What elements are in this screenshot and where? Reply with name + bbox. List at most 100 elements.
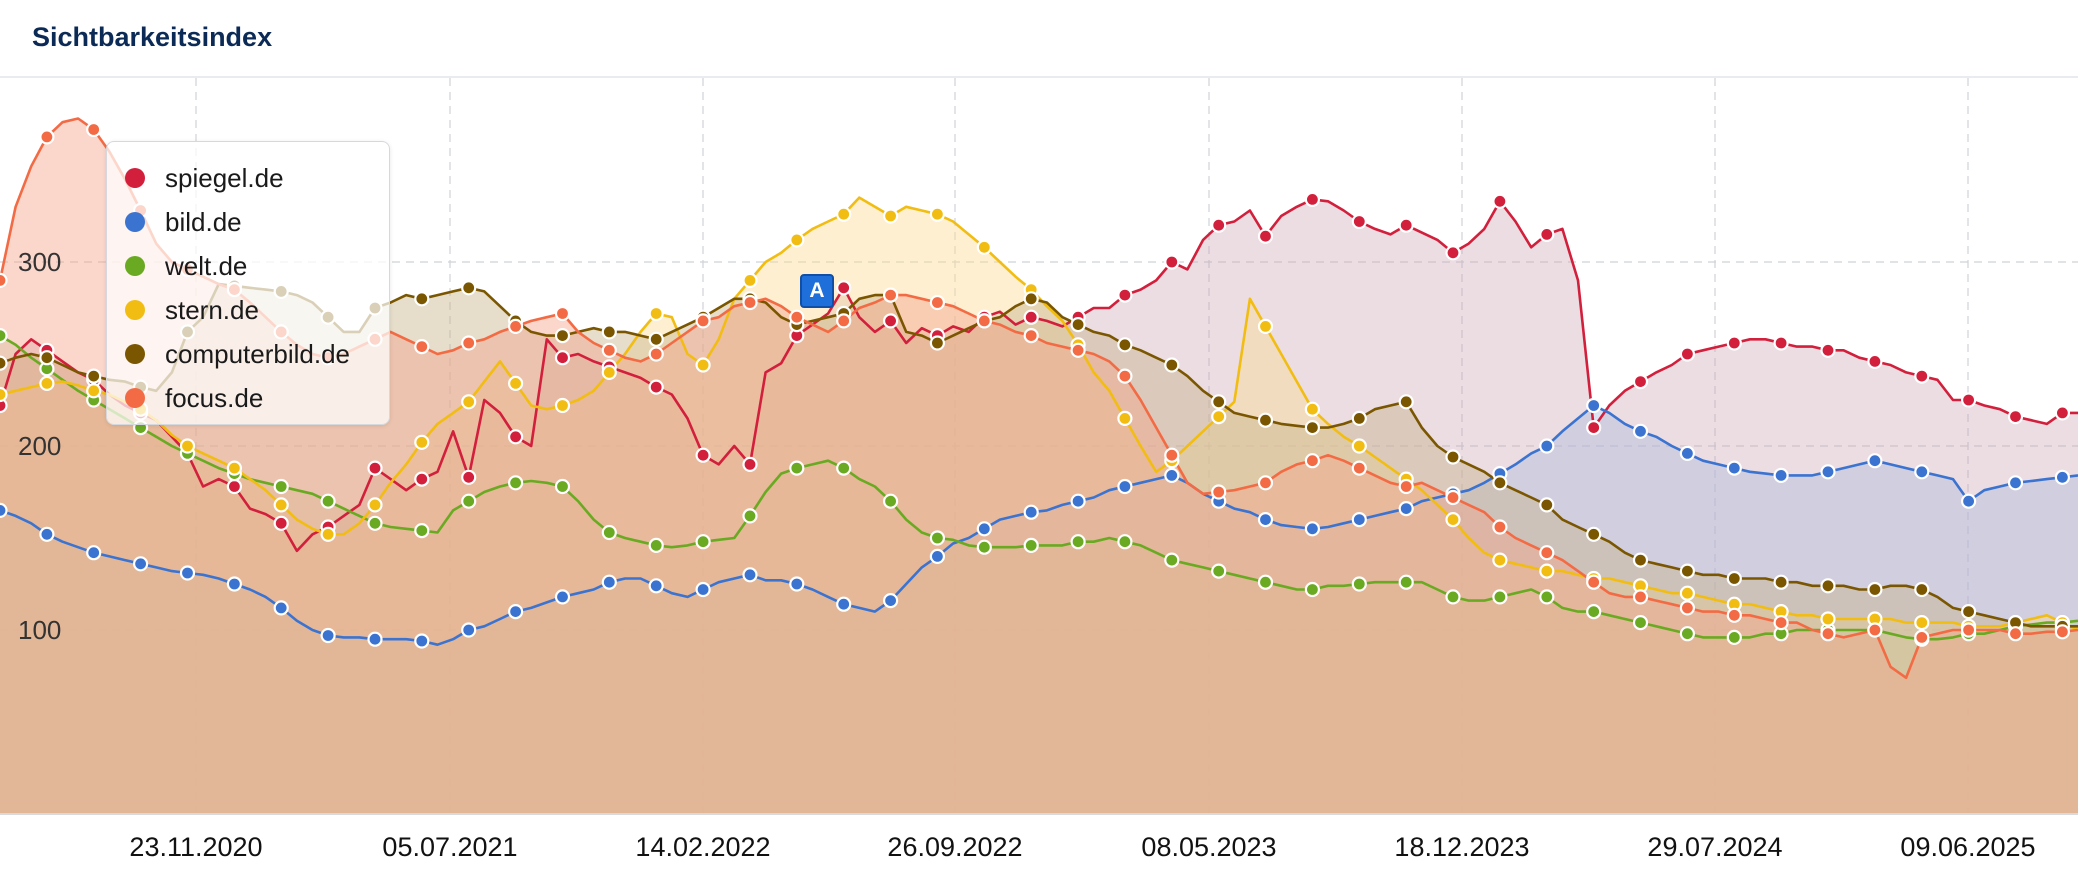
point-bild[interactable] (882, 592, 899, 609)
point-welt[interactable] (882, 493, 899, 509)
point-bild[interactable] (836, 596, 852, 612)
point-stern[interactable] (1211, 409, 1227, 425)
point-bild[interactable] (1773, 467, 1789, 483)
point-bild[interactable] (648, 578, 664, 594)
point-bild[interactable] (1398, 501, 1414, 517)
point-bild[interactable] (554, 589, 571, 605)
point-bild[interactable] (2007, 475, 2024, 491)
point-bild[interactable] (1070, 493, 1086, 509)
point-stern[interactable] (882, 208, 899, 224)
point-spiegel[interactable] (1679, 346, 1696, 362)
point-computerbild[interactable] (1820, 578, 1836, 594)
point-welt[interactable] (0, 328, 8, 344)
point-spiegel[interactable] (1023, 309, 1039, 325)
point-bild[interactable] (179, 565, 196, 581)
point-spiegel[interactable] (226, 478, 242, 495)
point-spiegel[interactable] (882, 313, 899, 329)
point-welt[interactable] (367, 515, 383, 531)
point-spiegel[interactable] (507, 429, 524, 445)
point-spiegel[interactable] (648, 379, 664, 395)
point-spiegel[interactable] (1164, 254, 1180, 270)
point-stern[interactable] (1257, 318, 1274, 334)
point-computerbild[interactable] (1117, 337, 1133, 353)
point-computerbild[interactable] (1586, 526, 1602, 542)
point-bild[interactable] (414, 633, 430, 649)
point-stern[interactable] (601, 364, 617, 380)
point-focus[interactable] (2054, 624, 2070, 640)
point-computerbild[interactable] (1164, 357, 1180, 373)
point-computerbild[interactable] (86, 368, 102, 384)
point-welt[interactable] (1023, 537, 1039, 553)
point-bild[interactable] (1914, 464, 1930, 480)
point-bild[interactable] (1960, 493, 1977, 509)
point-stern[interactable] (1304, 401, 1321, 417)
point-bild[interactable] (507, 603, 524, 620)
point-stern[interactable] (1117, 410, 1133, 426)
point-welt[interactable] (414, 523, 430, 539)
point-bild[interactable] (367, 631, 383, 647)
point-computerbild[interactable] (1960, 603, 1977, 620)
point-spiegel[interactable] (1586, 420, 1602, 436)
point-focus[interactable] (1820, 626, 1836, 642)
point-welt[interactable] (789, 460, 805, 476)
point-focus[interactable] (461, 335, 477, 351)
point-spiegel[interactable] (1492, 193, 1508, 209)
point-computerbild[interactable] (1445, 449, 1461, 465)
point-welt[interactable] (554, 478, 571, 495)
point-focus[interactable] (1632, 589, 1649, 605)
point-computerbild[interactable] (601, 324, 617, 340)
point-computerbild[interactable] (1492, 475, 1508, 491)
point-focus[interactable] (1773, 614, 1789, 631)
point-focus[interactable] (1398, 478, 1414, 495)
point-welt[interactable] (1539, 589, 1555, 605)
point-spiegel[interactable] (0, 397, 8, 414)
point-welt[interactable] (320, 493, 336, 509)
point-bild[interactable] (742, 567, 758, 583)
point-focus[interactable] (1492, 519, 1508, 535)
point-spiegel[interactable] (1445, 245, 1461, 261)
point-bild[interactable] (1023, 504, 1039, 520)
point-focus[interactable] (414, 339, 430, 355)
point-spiegel[interactable] (367, 460, 383, 476)
point-stern[interactable] (320, 526, 336, 542)
point-focus[interactable] (1914, 629, 1930, 646)
point-bild[interactable] (976, 521, 992, 537)
point-focus[interactable] (789, 309, 805, 325)
point-stern[interactable] (1351, 438, 1367, 454)
point-bild[interactable] (2054, 469, 2070, 485)
point-welt[interactable] (1304, 581, 1321, 598)
point-spiegel[interactable] (1257, 228, 1274, 244)
legend-item-focus[interactable]: focus.de (125, 376, 389, 420)
point-welt[interactable] (273, 478, 289, 495)
point-stern[interactable] (1445, 512, 1461, 528)
point-focus[interactable] (601, 342, 617, 358)
point-computerbild[interactable] (1257, 412, 1274, 428)
point-bild[interactable] (1164, 467, 1180, 483)
point-spiegel[interactable] (2054, 405, 2070, 421)
point-spiegel[interactable] (1960, 392, 1977, 408)
point-stern[interactable] (554, 397, 571, 414)
point-spiegel[interactable] (1398, 217, 1414, 233)
point-focus[interactable] (1586, 574, 1602, 590)
point-welt[interactable] (1632, 614, 1649, 631)
point-stern[interactable] (461, 394, 477, 410)
point-focus[interactable] (1304, 453, 1321, 469)
point-stern[interactable] (0, 386, 8, 403)
point-spiegel[interactable] (2007, 409, 2024, 425)
legend-item-welt[interactable]: welt.de (125, 244, 389, 288)
series-points[interactable] (0, 121, 2070, 649)
point-spiegel[interactable] (1914, 368, 1930, 384)
point-focus[interactable] (554, 305, 571, 322)
point-welt[interactable] (601, 524, 617, 541)
point-focus[interactable] (1726, 607, 1742, 623)
point-spiegel[interactable] (1211, 217, 1227, 233)
legend-item-computerbild[interactable]: computerbild.de (125, 332, 389, 376)
point-focus[interactable] (39, 129, 55, 145)
point-computerbild[interactable] (1070, 317, 1086, 333)
point-computerbild[interactable] (1539, 497, 1555, 513)
point-focus[interactable] (1070, 342, 1086, 358)
point-bild[interactable] (1351, 512, 1367, 528)
point-focus[interactable] (976, 313, 992, 329)
point-welt[interactable] (507, 475, 524, 491)
point-welt[interactable] (976, 539, 992, 555)
